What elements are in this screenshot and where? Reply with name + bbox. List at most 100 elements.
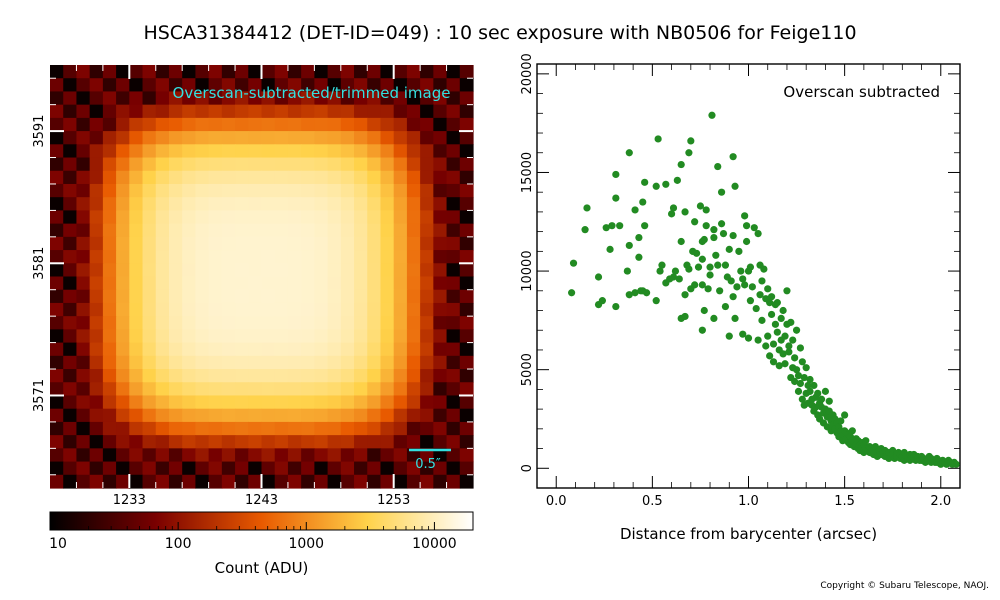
image-pixel — [287, 289, 302, 304]
image-pixel — [354, 78, 368, 93]
image-pixel — [287, 223, 302, 238]
image-pixel — [327, 170, 342, 185]
image-pixel — [261, 183, 276, 198]
image-pixel — [142, 78, 157, 93]
image-pixel — [406, 448, 421, 463]
image-pixel — [274, 289, 289, 304]
image-pixel — [406, 131, 421, 145]
x-axis-tick-label: 0.5 — [642, 494, 663, 509]
image-pixel — [314, 342, 329, 357]
image-pixel — [89, 329, 104, 344]
image-pixel — [89, 435, 104, 449]
image-pixel — [314, 329, 329, 344]
image-pixel — [248, 302, 263, 317]
image-pixel — [340, 65, 355, 79]
image-pixel — [274, 474, 289, 489]
image-pixel — [446, 131, 461, 145]
image-pixel — [248, 250, 263, 264]
image-pixel — [301, 355, 315, 370]
image-pixel — [406, 223, 421, 238]
image-pixel — [340, 91, 355, 106]
image-pixel — [287, 342, 302, 357]
image-pixel — [76, 170, 91, 185]
image-pixel — [446, 117, 461, 132]
image-pixel — [142, 197, 157, 212]
image-pixel — [182, 117, 197, 132]
data-point — [769, 358, 778, 366]
image-pixel — [301, 329, 315, 344]
image-pixel — [142, 355, 157, 370]
image-pixel — [116, 355, 130, 370]
image-pixel — [102, 144, 117, 159]
image-pixel — [287, 170, 302, 185]
image-pixel — [76, 289, 91, 304]
image-pixel — [50, 474, 64, 489]
image-pixel — [433, 289, 448, 304]
image-pixel — [261, 302, 276, 317]
data-point — [685, 149, 693, 157]
image-pixel — [155, 276, 170, 291]
image-pixel — [393, 65, 408, 79]
image-pixel — [195, 329, 210, 344]
image-pixel — [235, 117, 249, 132]
image-pixel — [367, 263, 382, 278]
image-pixel — [367, 144, 382, 159]
image-pixel — [274, 144, 289, 159]
image-pixel — [367, 342, 382, 357]
image-pixel — [459, 448, 474, 463]
data-point — [673, 176, 681, 184]
image-pixel — [50, 157, 64, 172]
image-pixel — [235, 421, 249, 436]
image-pixel — [129, 210, 144, 225]
image-pixel — [446, 65, 461, 79]
image-pixel — [406, 421, 421, 436]
image-pixel — [248, 104, 263, 119]
image-pixel — [248, 435, 263, 449]
image-pixel — [301, 435, 315, 449]
image-pixel — [287, 369, 302, 383]
image-pixel — [248, 236, 263, 251]
data-point — [706, 271, 714, 279]
image-pixel — [380, 157, 395, 172]
image-pixel — [63, 382, 78, 397]
image-pixel — [274, 236, 289, 251]
image-pixel — [393, 369, 408, 383]
image-pixel — [340, 197, 355, 212]
image-pixel — [459, 117, 474, 132]
data-point — [785, 342, 793, 350]
image-pixel — [354, 461, 368, 476]
data-point — [789, 336, 797, 344]
image-pixel — [380, 369, 395, 383]
image-pixel — [433, 461, 448, 476]
image-pixel — [314, 210, 329, 225]
data-point — [714, 162, 722, 171]
image-pixel — [208, 435, 223, 449]
image-pixel — [50, 448, 64, 463]
image-pixel — [63, 91, 78, 106]
image-pixel — [102, 474, 117, 489]
data-point — [741, 212, 749, 220]
image-pixel — [274, 276, 289, 291]
image-pixel — [301, 369, 315, 383]
image-pixel — [274, 342, 289, 357]
image-pixel — [63, 461, 78, 476]
image-pixel — [63, 104, 78, 119]
y-axis-tick-label: 10000 — [520, 250, 535, 291]
image-pixel — [459, 250, 474, 264]
image-pixel — [393, 104, 408, 119]
image-pixel — [274, 435, 289, 449]
image-pixel — [168, 461, 183, 476]
image-pixel — [221, 421, 236, 436]
image-pixel — [63, 408, 78, 423]
image-pixel — [380, 355, 395, 370]
data-point — [656, 267, 664, 275]
image-pixel — [287, 183, 302, 198]
image-pixel — [327, 197, 342, 212]
image-pixel — [459, 316, 474, 330]
image-pixel — [116, 91, 130, 106]
image-pixel — [406, 104, 421, 119]
image-pixel — [301, 117, 315, 132]
image-pixel — [208, 210, 223, 225]
image-pixel — [367, 223, 382, 238]
image-pixel — [261, 421, 276, 436]
